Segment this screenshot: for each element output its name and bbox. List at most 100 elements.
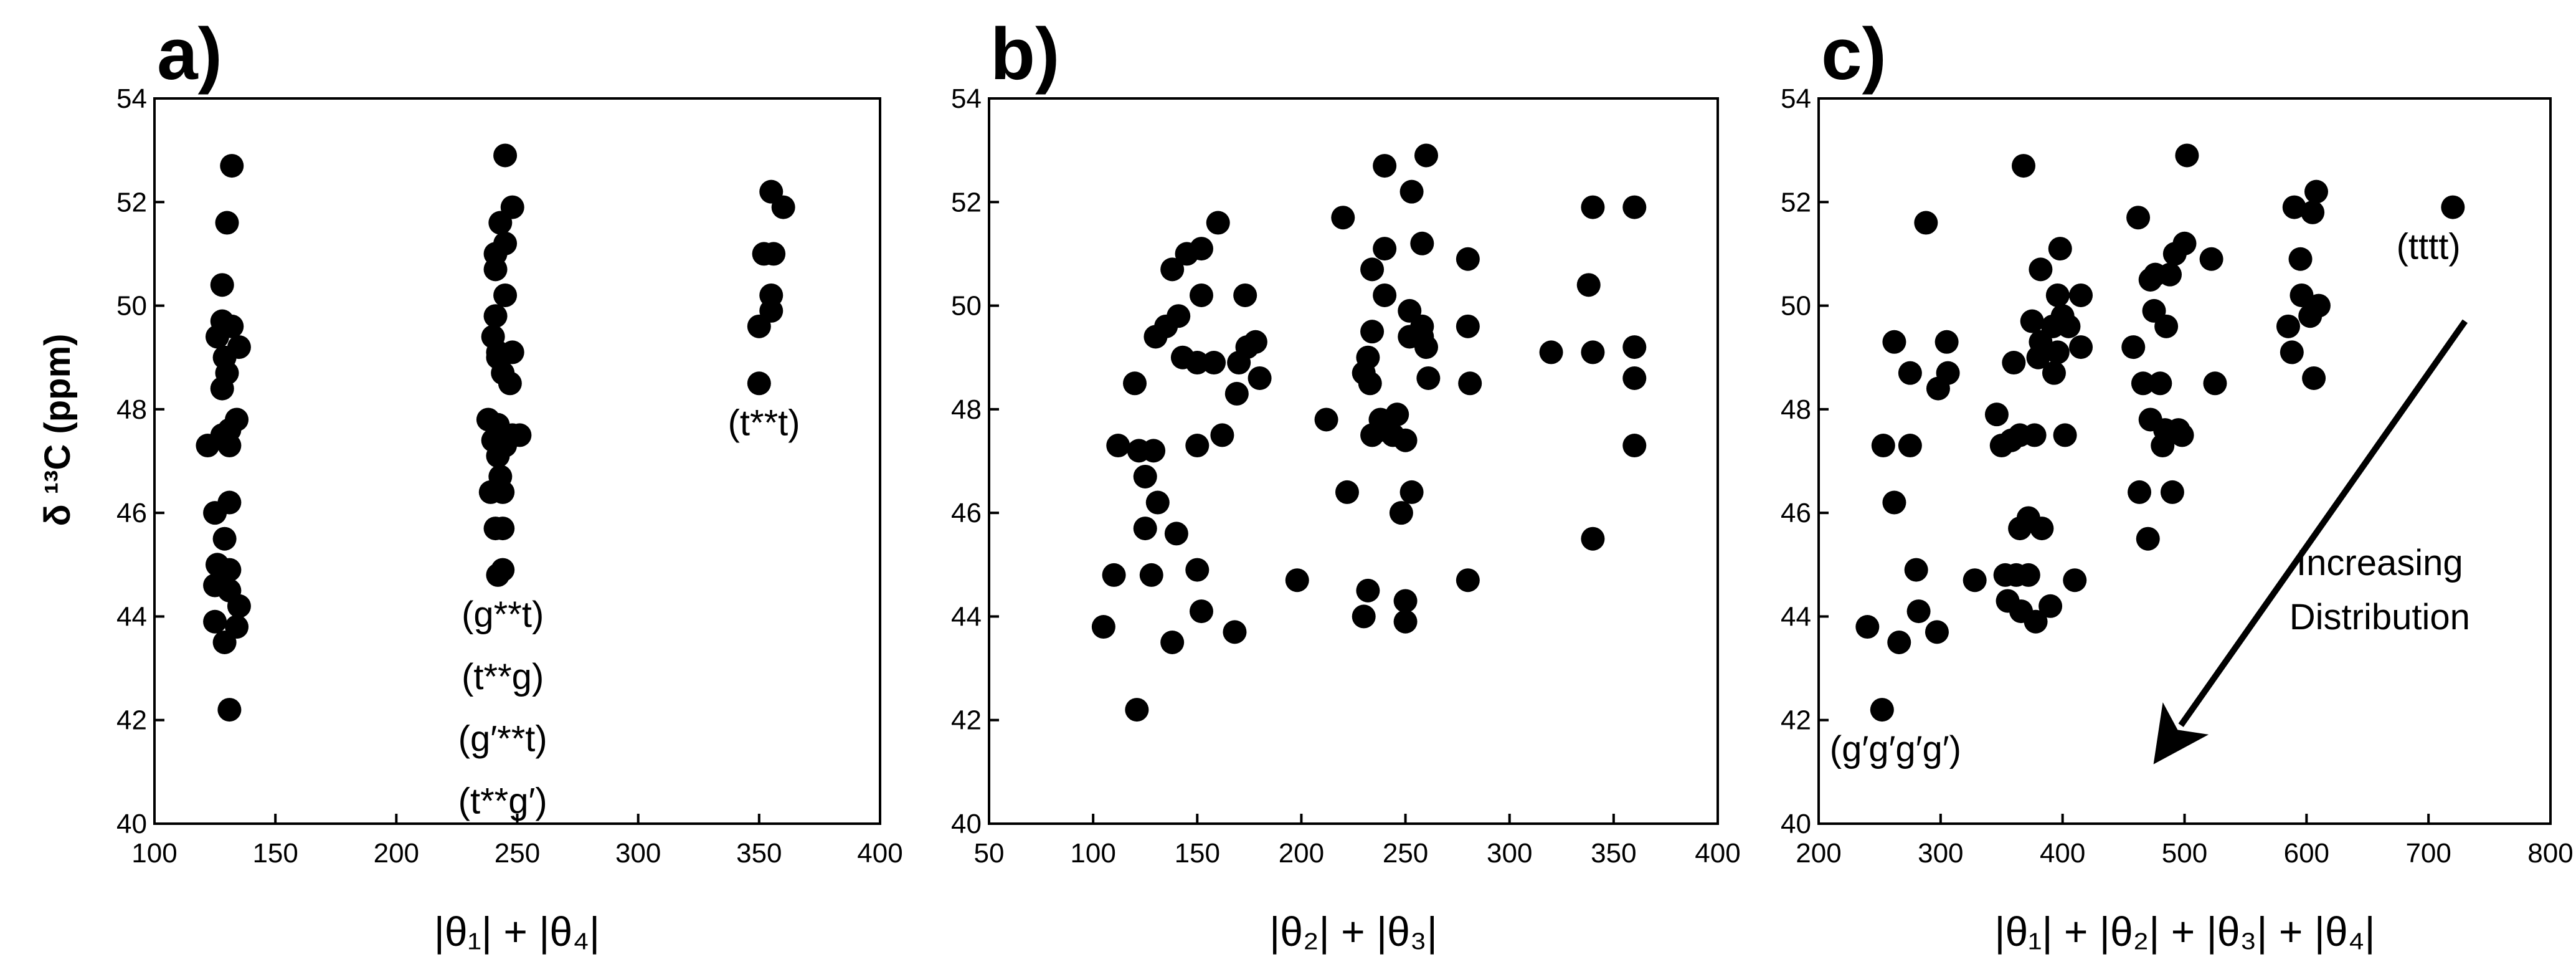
data-point-c-28 (2016, 563, 2040, 587)
y-tick-label-b-0: 40 (951, 809, 982, 839)
plot-area-b (988, 97, 1719, 825)
data-point-a-35 (483, 304, 508, 328)
data-point-b-0 (1091, 615, 1115, 639)
data-point-c-52 (2136, 526, 2160, 551)
data-point-b-68 (1456, 247, 1480, 271)
annotation-c-2: Distribution (2290, 597, 2470, 637)
data-point-c-15 (1963, 568, 1987, 593)
data-point-b-43 (1358, 371, 1382, 396)
data-point-b-50 (1373, 283, 1397, 307)
data-point-c-65 (2170, 423, 2194, 447)
data-point-c-16 (1984, 403, 2009, 427)
annotation-c-1: Increasing (2296, 543, 2463, 583)
data-point-c-69 (2203, 371, 2227, 396)
y-tick-label-c-2: 44 (1781, 601, 1811, 632)
data-point-c-30 (2022, 423, 2047, 447)
data-point-b-65 (1414, 143, 1438, 168)
data-point-c-80 (2441, 195, 2465, 219)
x-tick-label-b-6: 350 (1591, 838, 1636, 869)
data-point-a-51 (478, 480, 503, 504)
data-point-c-4 (1882, 490, 1906, 515)
x-tick-label-a-6: 400 (857, 838, 902, 869)
data-point-c-72 (2282, 195, 2306, 219)
data-point-c-13 (1934, 330, 1959, 354)
data-point-b-35 (1285, 568, 1309, 593)
data-point-a-9 (210, 376, 234, 401)
data-point-b-7 (1133, 464, 1157, 488)
data-point-c-68 (2199, 247, 2223, 271)
data-point-c-14 (1936, 361, 1960, 385)
data-point-c-48 (2121, 335, 2146, 360)
data-point-c-67 (2175, 143, 2199, 168)
data-point-a-55 (486, 563, 510, 587)
x-tick-label-a-0: 100 (131, 838, 177, 869)
data-point-c-43 (2053, 423, 2077, 447)
data-point-b-49 (1373, 237, 1397, 261)
data-point-a-0 (220, 154, 244, 178)
data-point-c-33 (2029, 257, 2053, 282)
x-tick-label-c-0: 200 (1796, 838, 1841, 869)
y-tick-label-a-0: 40 (116, 809, 147, 839)
annotation-a-3: (g′**t) (458, 719, 547, 760)
y-tick-label-c-6: 52 (1781, 187, 1811, 217)
data-point-b-76 (1581, 526, 1605, 551)
data-point-c-39 (2045, 340, 2070, 364)
data-point-b-16 (1167, 304, 1191, 328)
data-point-a-59 (762, 242, 786, 266)
data-point-b-75 (1581, 340, 1605, 364)
data-point-a-63 (747, 371, 771, 396)
data-point-b-3 (1123, 371, 1147, 396)
data-point-b-2 (1106, 434, 1130, 458)
data-point-b-31 (1233, 283, 1257, 307)
data-point-c-8 (1904, 558, 1928, 582)
axis-a-ticks: 100 150 200 250 300 350 400 40 42 44 46 48 50 52 54 (116, 83, 903, 869)
data-point-c-2 (1871, 434, 1895, 458)
data-point-c-76 (2301, 200, 2325, 224)
data-point-a-28 (493, 143, 518, 168)
data-point-b-15 (1160, 257, 1185, 282)
x-tick-label-b-3: 200 (1279, 838, 1324, 869)
x-tick-label-c-2: 400 (2040, 838, 2085, 869)
data-point-b-72 (1539, 340, 1563, 364)
data-point-a-41 (498, 371, 522, 396)
data-point-c-9 (1906, 599, 1931, 624)
data-point-c-78 (2304, 179, 2328, 204)
data-point-c-46 (2069, 283, 2093, 307)
data-point-b-56 (1393, 589, 1418, 613)
data-point-b-66 (1414, 335, 1438, 360)
data-point-a-24 (203, 609, 227, 634)
y-tick-label-a-4: 48 (116, 394, 147, 425)
data-point-c-6 (1898, 434, 1922, 458)
y-tick-label-a-6: 52 (116, 187, 147, 217)
y-tick-label-b-1: 42 (951, 705, 982, 736)
data-point-c-66 (2172, 231, 2197, 255)
data-point-c-7 (1898, 361, 1922, 385)
data-point-b-23 (1189, 283, 1213, 307)
data-point-b-26 (1206, 211, 1230, 235)
data-point-b-54 (1389, 501, 1413, 525)
x-tick-label-c-1: 300 (1918, 838, 1963, 869)
data-point-b-67 (1416, 366, 1441, 390)
y-tick-label-c-4: 48 (1781, 394, 1811, 425)
scatter-series-a (196, 143, 795, 722)
data-point-a-26 (212, 631, 237, 654)
y-tick-label-b-2: 44 (951, 601, 982, 632)
data-point-b-41 (1356, 345, 1380, 369)
data-point-c-51 (2131, 371, 2155, 396)
data-point-b-71 (1456, 568, 1480, 593)
data-point-a-6 (205, 325, 229, 349)
x-tick-label-b-7: 400 (1695, 838, 1740, 869)
scatter-series-c (1855, 143, 2465, 722)
data-point-c-61 (2158, 262, 2182, 287)
y-tick-label-b-7: 54 (951, 83, 982, 114)
data-point-b-4 (1125, 698, 1149, 722)
panel-label-b: b) (990, 13, 1059, 95)
data-point-b-51 (1373, 154, 1397, 178)
data-point-a-48 (486, 444, 510, 468)
annotation-a-4: (t**g′) (458, 781, 547, 821)
data-point-b-70 (1458, 371, 1482, 396)
x-tick-label-b-2: 150 (1175, 838, 1220, 869)
data-point-c-41 (2048, 237, 2072, 261)
data-point-c-1 (1870, 698, 1894, 722)
